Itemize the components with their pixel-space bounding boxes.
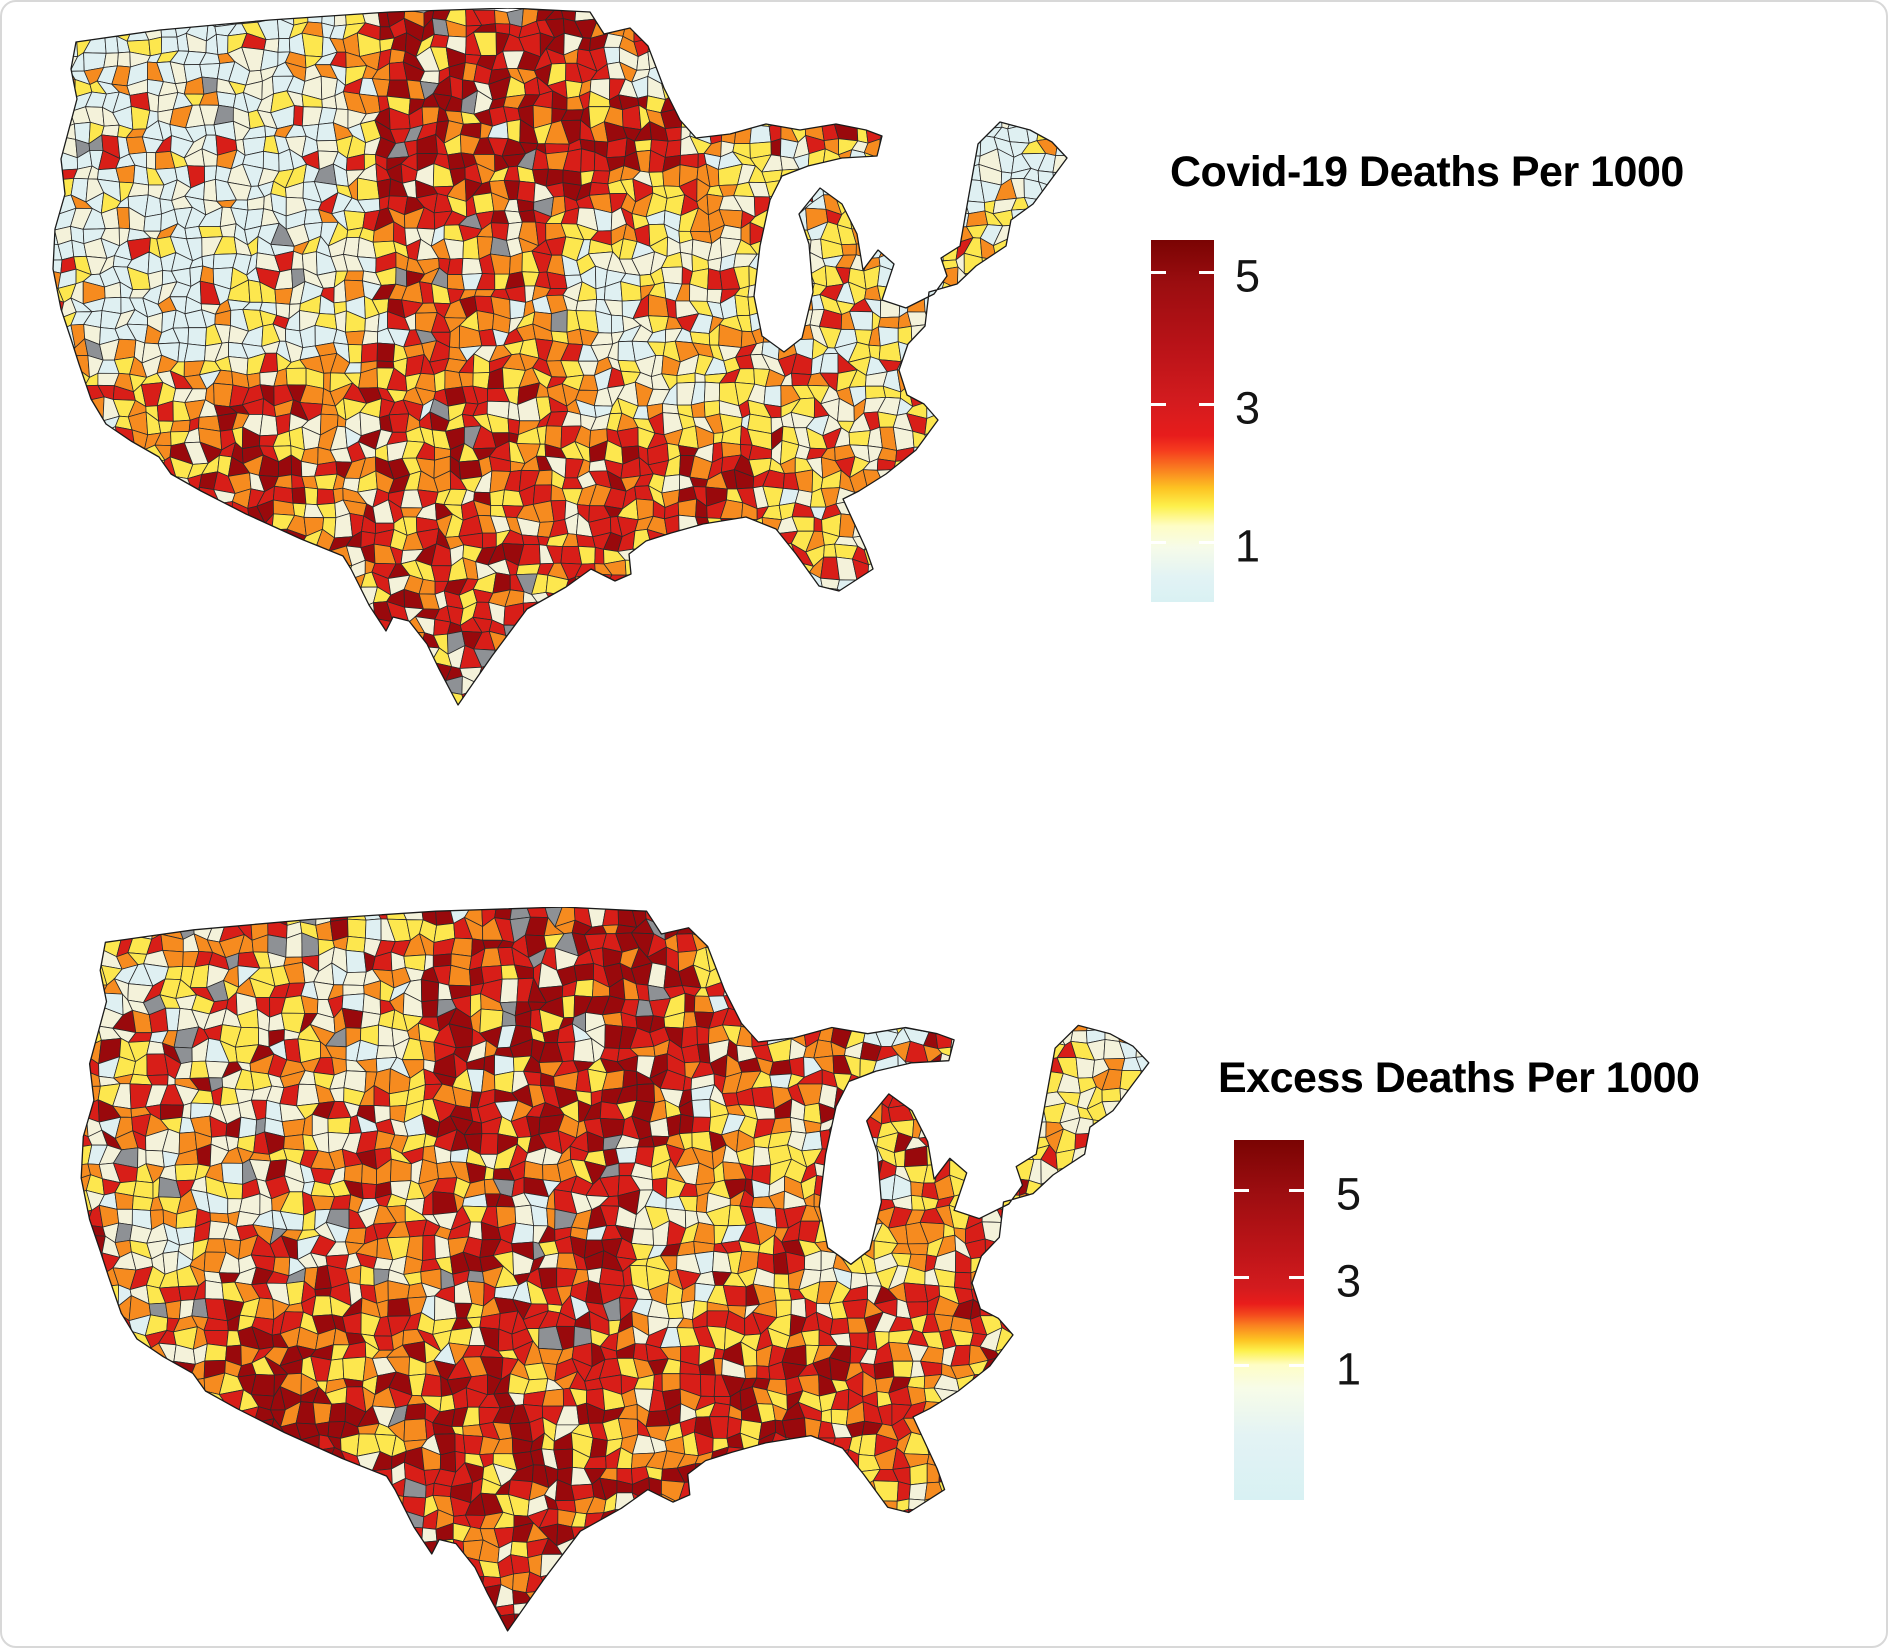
covid-legend-title: Covid-19 Deaths Per 1000 xyxy=(1170,148,1684,196)
colorbar-tick-mark xyxy=(1289,1276,1304,1280)
colorbar-tick-mark xyxy=(1199,540,1214,544)
covid-colorbar xyxy=(1151,240,1214,602)
colorbar-tick-label: 5 xyxy=(1235,250,1261,302)
colorbar-tick-label: 3 xyxy=(1336,1255,1362,1307)
colorbar-tick-mark xyxy=(1289,1364,1304,1367)
excess-deaths-map xyxy=(57,906,1152,1634)
county-choropleth-svg xyxy=(80,906,1150,1632)
colorbar-tick-mark xyxy=(1151,270,1166,274)
excess-legend-title: Excess Deaths Per 1000 xyxy=(1218,1054,1700,1102)
colorbar-tick-mark xyxy=(1289,1189,1304,1193)
colorbar-tick-label: 1 xyxy=(1336,1343,1362,1395)
colorbar-tick-mark xyxy=(1234,1276,1249,1280)
excess-colorbar xyxy=(1234,1140,1304,1500)
colorbar-tick-mark xyxy=(1151,540,1166,544)
colorbar-tick-mark xyxy=(1199,402,1214,406)
county-choropleth-svg xyxy=(52,7,1068,706)
colorbar-tick-label: 1 xyxy=(1235,520,1261,572)
colorbar-tick-label: 3 xyxy=(1235,382,1261,434)
covid-deaths-map xyxy=(30,7,1070,708)
colorbar-tick-mark xyxy=(1151,402,1166,406)
colorbar-tick-mark xyxy=(1234,1364,1249,1367)
colorbar-tick-label: 5 xyxy=(1336,1168,1362,1220)
colorbar-tick-mark xyxy=(1234,1189,1249,1193)
colorbar-tick-mark xyxy=(1199,270,1214,274)
